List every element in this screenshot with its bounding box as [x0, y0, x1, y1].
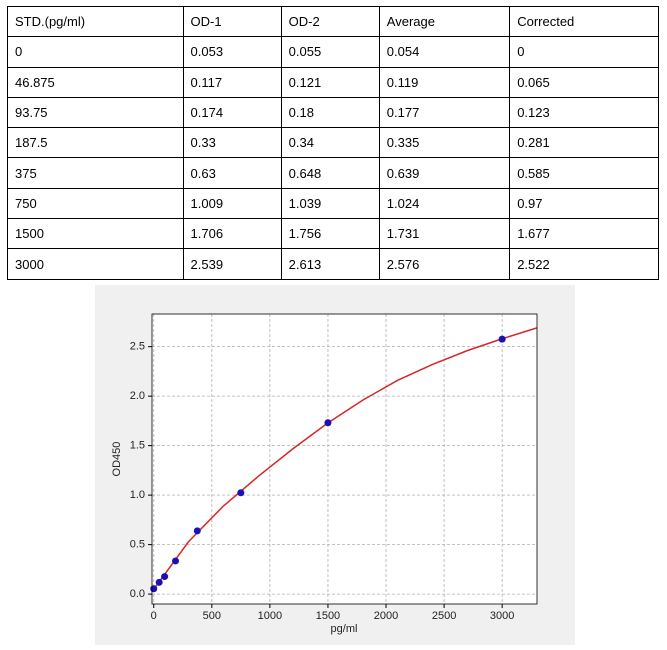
table-cell: 2.576 — [378, 248, 511, 280]
x-tick-label: 2500 — [432, 610, 456, 622]
table-cell: 187.5 — [7, 127, 184, 159]
table-cell: 0.648 — [280, 157, 380, 189]
table-cell: 0 — [509, 36, 659, 68]
table-cell: 0.18 — [280, 96, 380, 129]
y-tick-label: 0.0 — [130, 588, 145, 600]
table-cell: 0.174 — [182, 96, 282, 129]
chart: pg/ml OD450 0 500 1000 1500 2000 2500 3000 0.0 0… — [111, 313, 538, 635]
table-cell: 0.335 — [378, 127, 511, 159]
data-table: STD.(pg/ml) OD-1 OD-2 Average Corrected 0 0.05… — [7, 5, 659, 280]
table-cell: 0.33 — [182, 127, 282, 159]
table-cell: OD-1 — [182, 5, 282, 38]
table-cell: 1500 — [7, 218, 184, 250]
table-cell: 2.539 — [182, 248, 282, 280]
table-cell: 2.613 — [280, 248, 380, 280]
data-point — [193, 527, 201, 535]
table-cell: 1.731 — [378, 218, 511, 250]
table-cell: 0.639 — [378, 157, 511, 189]
chart-panel: pg/ml OD450 0 500 1000 1500 2000 2500 3000 0.0 0… — [95, 285, 575, 645]
table-row: 187.5 0.33 0.34 0.335 0.281 — [7, 127, 659, 159]
table-cell: 1.706 — [182, 218, 282, 250]
plot-frame — [151, 313, 538, 605]
table-cell: 750 — [7, 187, 184, 220]
data-point — [237, 489, 245, 497]
table-cell: 0.054 — [378, 36, 511, 68]
y-tick-label: 2.0 — [130, 390, 145, 402]
table-cell: 0.34 — [280, 127, 380, 159]
table-cell: 0.053 — [182, 36, 282, 68]
table-cell: 1.756 — [280, 218, 380, 250]
table-cell: 0.065 — [509, 66, 659, 98]
table-cell: 0.281 — [509, 127, 659, 159]
table-cell: 375 — [7, 157, 184, 189]
data-point — [324, 419, 332, 427]
table-cell: 3000 — [7, 248, 184, 280]
x-tick-label: 1500 — [316, 610, 340, 622]
table-row: 750 1.009 1.039 1.024 0.97 — [7, 187, 659, 220]
table-cell: 1.677 — [509, 218, 659, 250]
table-cell: 2.522 — [509, 248, 659, 280]
table-cell: 0 — [7, 36, 184, 68]
table-cell: 0.177 — [378, 96, 511, 129]
fit-curve — [153, 327, 537, 590]
y-tick-label: 2.5 — [130, 341, 145, 353]
data-point — [150, 585, 158, 593]
table-cell: 0.119 — [378, 66, 511, 98]
table-row: STD.(pg/ml) OD-1 OD-2 Average Corrected — [7, 5, 659, 38]
table-cell: 1.039 — [280, 187, 380, 220]
table-cell: 93.75 — [7, 96, 184, 129]
table-cell: 1.009 — [182, 187, 282, 220]
y-axis-label: OD450 — [111, 442, 123, 477]
table-row: 1500 1.706 1.756 1.731 1.677 — [7, 218, 659, 250]
table-cell: 1.024 — [378, 187, 511, 220]
y-tick-label: 1.0 — [130, 489, 145, 501]
data-point — [172, 557, 180, 565]
table-cell: 0.121 — [280, 66, 380, 98]
table-row: 0 0.053 0.055 0.054 0 — [7, 36, 659, 68]
table-cell: 0.117 — [182, 66, 282, 98]
x-tick-label: 2000 — [374, 610, 398, 622]
y-tick-label: 1.5 — [130, 440, 145, 452]
x-tick-label: 1000 — [258, 610, 282, 622]
table-cell: OD-2 — [280, 5, 380, 38]
data-point — [498, 335, 506, 343]
x-tick-label: 500 — [203, 610, 221, 622]
table-row: 3000 2.539 2.613 2.576 2.522 — [7, 248, 659, 280]
table-cell: 0.63 — [182, 157, 282, 189]
table-cell: 0.97 — [509, 187, 659, 220]
x-tick-label: 3000 — [490, 610, 514, 622]
y-tick-label: 0.5 — [130, 539, 145, 551]
table-row: 93.75 0.174 0.18 0.177 0.123 — [7, 96, 659, 129]
table-cell: 0.585 — [509, 157, 659, 189]
table-cell: 0.055 — [280, 36, 380, 68]
table-cell: 0.123 — [509, 96, 659, 129]
x-axis-label: pg/ml — [331, 623, 358, 635]
data-point — [155, 578, 163, 586]
table-row: 46.875 0.117 0.121 0.119 0.065 — [7, 66, 659, 98]
table-cell: Corrected — [509, 5, 659, 38]
x-tick-label: 0 — [151, 610, 157, 622]
table-cell: 46.875 — [7, 66, 184, 98]
plot-area — [152, 314, 537, 604]
table-cell: Average — [378, 5, 511, 38]
table-row: 375 0.63 0.648 0.639 0.585 — [7, 157, 659, 189]
table-cell: STD.(pg/ml) — [7, 5, 184, 38]
data-point — [161, 573, 169, 581]
